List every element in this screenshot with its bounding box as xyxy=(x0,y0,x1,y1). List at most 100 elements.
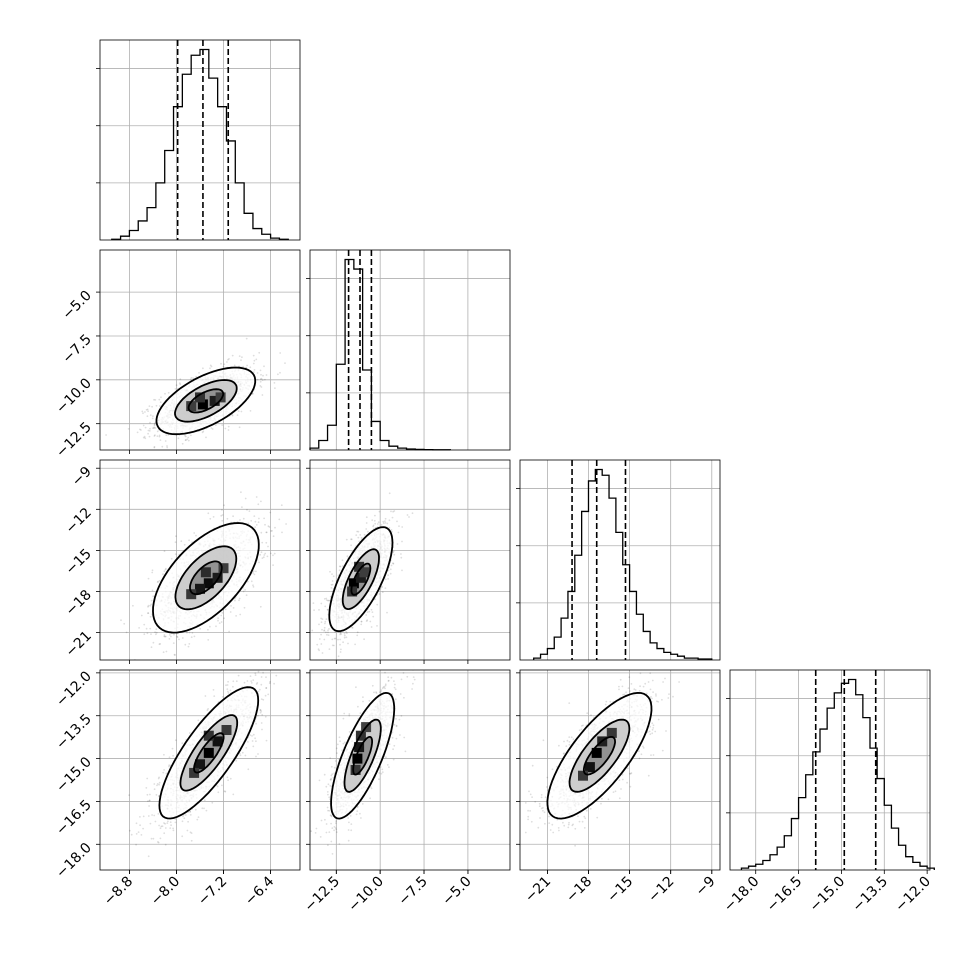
scatter-point xyxy=(265,531,268,534)
scatter-point xyxy=(365,516,368,519)
scatter-point xyxy=(145,408,148,411)
histogram-panel-2 xyxy=(516,459,721,661)
scatter-point xyxy=(221,519,224,522)
scatter-point xyxy=(204,695,207,697)
scatter-point xyxy=(260,373,262,376)
scatter-point xyxy=(177,437,180,440)
scatter-point xyxy=(144,411,146,413)
scatter-point xyxy=(381,586,383,588)
scatter-point xyxy=(149,421,151,424)
scatter-point xyxy=(210,365,213,368)
contour-line-1 xyxy=(174,379,238,423)
scatter-point xyxy=(354,643,356,646)
scatter-point xyxy=(339,638,342,641)
histogram-panel-3 xyxy=(726,669,935,871)
scatter-point xyxy=(164,635,167,638)
scatter-point xyxy=(356,631,359,634)
scatter-point xyxy=(152,837,155,840)
scatter-point xyxy=(319,663,321,665)
scatter-point xyxy=(392,550,395,553)
scatter-point xyxy=(265,739,268,742)
scatter-point xyxy=(321,652,324,654)
scatter-point xyxy=(313,609,315,611)
scatter-point xyxy=(396,520,398,523)
scatter-point xyxy=(193,532,196,534)
scatter-point xyxy=(374,598,377,601)
scatter-point xyxy=(345,538,348,541)
scatter-point xyxy=(238,597,241,600)
scatter-point xyxy=(380,585,383,588)
scatter-point xyxy=(227,690,229,693)
scatter-point xyxy=(331,573,333,575)
scatter-panel-1-2 xyxy=(306,459,511,665)
scatter-point xyxy=(391,516,394,519)
scatter-point xyxy=(226,517,229,520)
scatter-point xyxy=(221,612,224,614)
scatter-point xyxy=(228,358,230,360)
scatter-point xyxy=(232,515,235,518)
histogram-step-1 xyxy=(309,258,452,451)
scatter-point xyxy=(320,633,322,636)
scatter-point xyxy=(327,599,330,602)
scatter-point xyxy=(387,574,389,577)
scatter-point xyxy=(154,399,157,401)
scatter-point xyxy=(250,519,253,522)
scatter-point xyxy=(227,358,229,361)
scatter-point xyxy=(253,369,256,371)
scatter-point xyxy=(265,541,268,544)
scatter-point xyxy=(168,756,171,759)
scatter-point xyxy=(153,435,156,437)
scatter-point xyxy=(318,649,320,652)
scatter-point xyxy=(259,708,262,711)
scatter-point xyxy=(147,410,150,413)
scatter-point xyxy=(229,689,232,692)
histogram-step-3 xyxy=(740,678,935,870)
scatter-point xyxy=(169,821,172,824)
scatter-point xyxy=(188,539,191,542)
scatter-point xyxy=(158,435,161,438)
scatter-point xyxy=(252,371,255,373)
scatter-point xyxy=(221,509,223,511)
scatter-point xyxy=(280,504,283,507)
scatter-point xyxy=(152,595,155,598)
scatter-point xyxy=(357,536,360,539)
scatter-point xyxy=(155,633,157,636)
scatter-point xyxy=(252,362,255,365)
scatter-point xyxy=(190,376,193,379)
scatter-point xyxy=(231,414,234,417)
density-cell xyxy=(186,401,197,412)
scatter-point xyxy=(130,833,133,836)
scatter-point xyxy=(221,514,224,516)
scatter-point xyxy=(235,615,238,617)
scatter-point xyxy=(203,799,206,802)
scatter-point xyxy=(151,589,154,592)
scatter-point xyxy=(325,618,328,620)
scatter-point xyxy=(260,710,263,712)
histogram-panel-0 xyxy=(96,39,301,241)
scatter-point xyxy=(350,538,352,541)
scatter-point xyxy=(162,771,165,774)
scatter-point xyxy=(264,523,266,526)
scatter-point xyxy=(252,570,255,573)
scatter-point xyxy=(392,510,394,513)
scatter-point xyxy=(185,439,187,441)
scatter-point xyxy=(253,359,256,362)
scatter-point xyxy=(312,602,315,604)
scatter-point xyxy=(392,562,395,565)
scatter-point xyxy=(125,631,128,634)
scatter-point xyxy=(195,375,198,378)
scatter-point xyxy=(181,637,184,639)
scatter-point xyxy=(146,632,149,635)
scatter-point xyxy=(152,415,154,417)
scatter-point xyxy=(155,452,157,454)
scatter-point xyxy=(325,597,328,600)
scatter-point xyxy=(339,643,341,646)
scatter-point xyxy=(316,643,319,646)
contour-line-0 xyxy=(189,560,223,596)
scatter-point xyxy=(269,511,272,514)
scatter-point xyxy=(237,410,240,412)
scatter-point xyxy=(232,607,235,609)
scatter-point xyxy=(265,374,268,376)
scatter-point xyxy=(155,631,158,634)
scatter-point xyxy=(320,621,323,624)
